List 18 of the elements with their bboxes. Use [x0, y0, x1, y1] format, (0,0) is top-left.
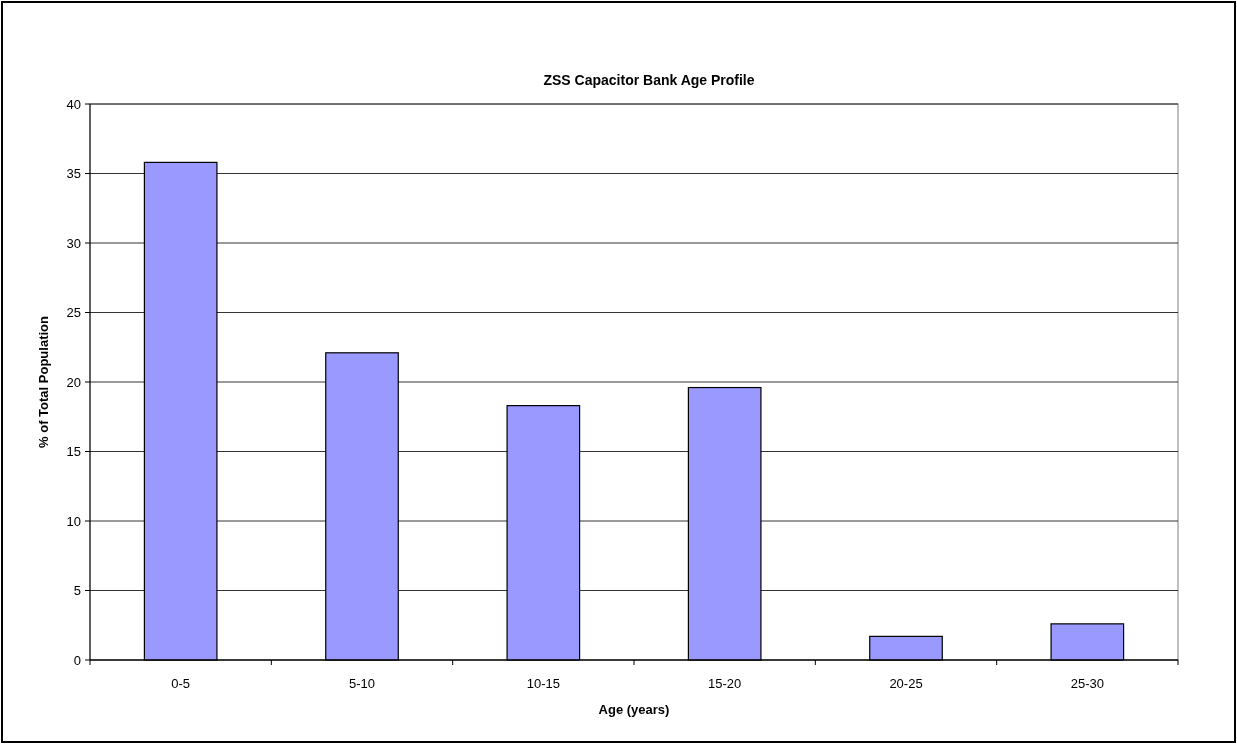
- y-tick-label: 15: [66, 444, 81, 460]
- y-tick-label: 10: [66, 513, 81, 529]
- x-tick-label: 20-25: [889, 676, 923, 691]
- y-tick-label: 35: [66, 166, 81, 182]
- y-tick-label: 30: [66, 235, 81, 251]
- x-axis-title: Age (years): [598, 702, 670, 717]
- x-tick-label: 10-15: [526, 676, 560, 691]
- y-tick-label: 0: [73, 652, 81, 668]
- y-tick-label: 5: [73, 583, 81, 599]
- y-axis-title: % of Total Population: [36, 315, 51, 448]
- chart-title: ZSS Capacitor Bank Age Profile: [543, 72, 755, 88]
- x-tick-label: 15-20: [708, 676, 742, 691]
- y-tick-label: 25: [66, 305, 81, 321]
- y-tick-label: 40: [66, 96, 81, 112]
- y-tick-label: 20: [66, 374, 81, 390]
- x-tick-label: 5-10: [348, 676, 376, 691]
- x-tick-label: 25-30: [1070, 676, 1104, 691]
- x-tick-label: 0-5: [171, 676, 191, 691]
